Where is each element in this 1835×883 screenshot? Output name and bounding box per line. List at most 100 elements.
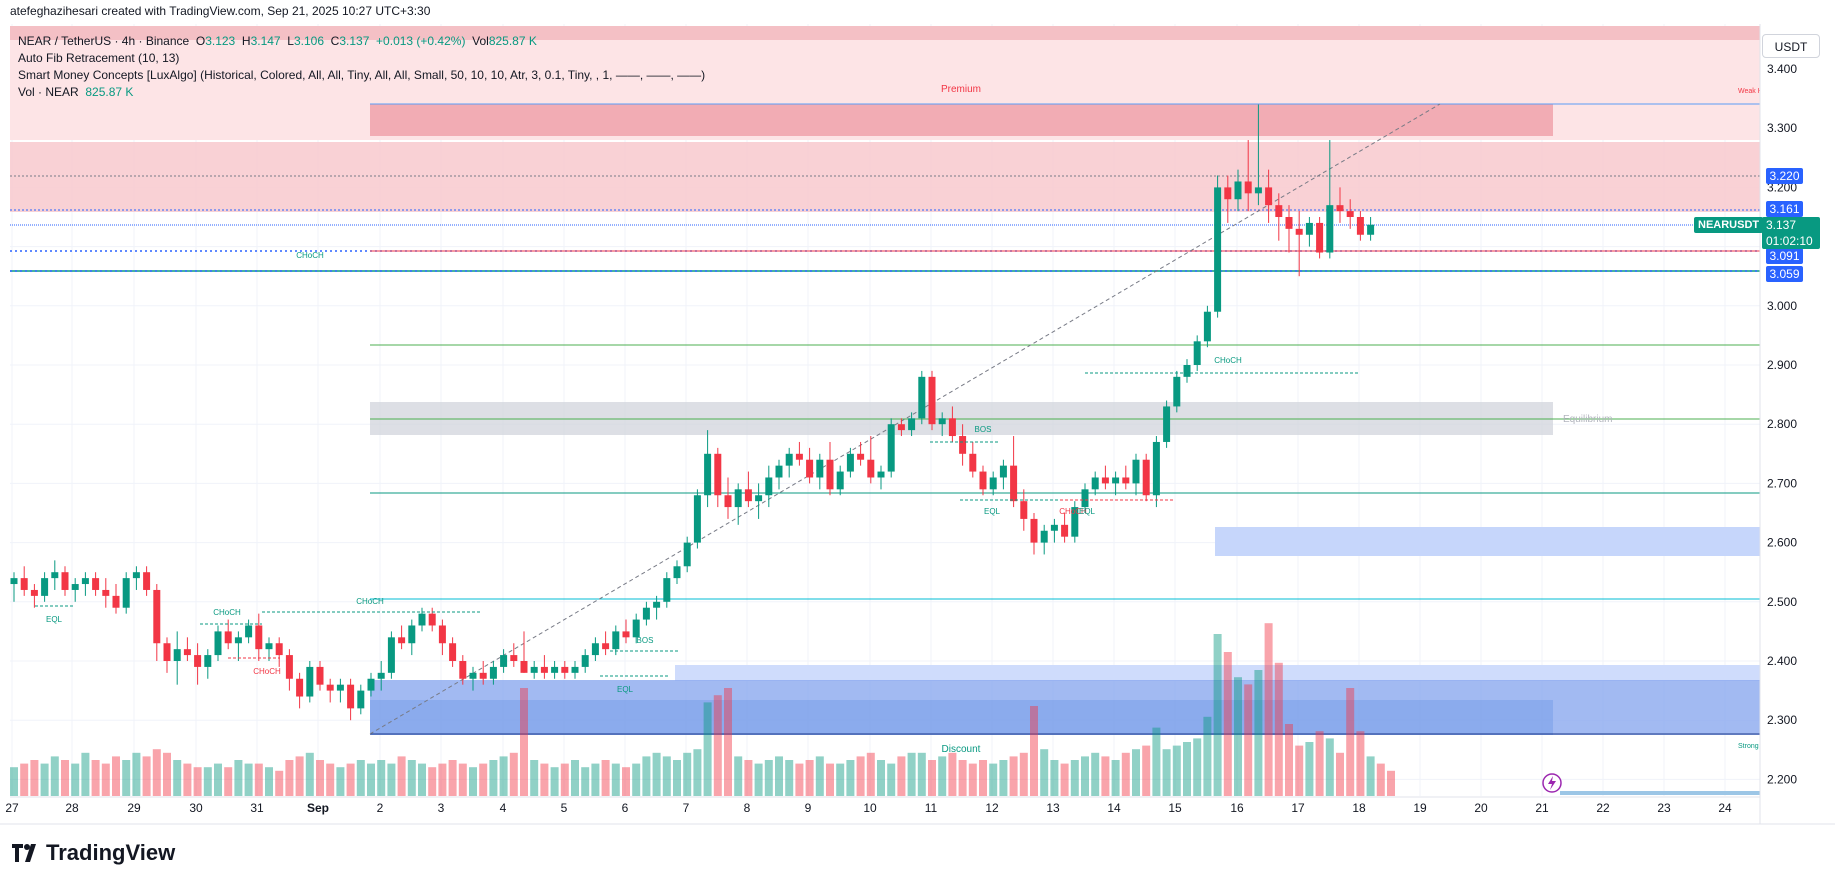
volume-bar (938, 756, 947, 796)
volume-bar (948, 752, 957, 796)
legend-indicator-vol[interactable]: Vol · NEAR 825.87 K (18, 85, 133, 99)
lightning-icon (1548, 776, 1556, 790)
price-tick-label: 2.400 (1767, 654, 1797, 668)
volume-bar (81, 752, 90, 796)
candle-body (1367, 224, 1375, 235)
volume-bar (1019, 752, 1028, 796)
candle-body (347, 684, 355, 709)
candle-body (816, 459, 824, 478)
volume-bar (1203, 716, 1212, 796)
volume-bar (142, 756, 151, 796)
time-tick-label: 4 (500, 801, 507, 815)
legend-ohlc-row[interactable]: NEAR / TetherUS · 4h · Binance O3.123 H3… (18, 34, 537, 48)
tradingview-logo[interactable]: TradingView (12, 840, 175, 866)
volume-bar (1091, 752, 1100, 796)
volume-bar (305, 752, 314, 796)
volume-bar (591, 763, 600, 796)
volume-bar (50, 756, 59, 796)
candle-body (520, 661, 528, 673)
legend-symbol[interactable]: NEAR / TetherUS · 4h · Binance (18, 34, 190, 48)
candle-body (163, 643, 171, 661)
candle-body (1152, 441, 1160, 496)
volume-bar (1356, 731, 1365, 796)
candle-body (561, 666, 569, 673)
tradingview-logo-icon (12, 844, 36, 862)
volume-bar (1040, 749, 1049, 796)
premium-ob-mid (10, 142, 1760, 212)
last-price-value: 3.137 (1766, 218, 1797, 232)
candle-body (836, 471, 844, 490)
candle-body (591, 643, 599, 656)
volume-bar (122, 760, 131, 796)
volume-bar (1346, 688, 1355, 796)
time-tick-label: 29 (127, 801, 141, 815)
candle-body (296, 678, 304, 697)
time-tick-label: 23 (1657, 801, 1671, 815)
volume-bar (203, 767, 212, 796)
volume-bar (775, 756, 783, 796)
volume-bar (499, 756, 508, 796)
candle-body (1356, 217, 1364, 235)
volume-bar (642, 756, 651, 796)
volume-bar (560, 763, 569, 796)
structure-label: CHoCH (1059, 507, 1087, 516)
candle-body (489, 666, 497, 679)
candle-body (214, 631, 222, 656)
volume-bar (897, 756, 906, 796)
volume-bar (958, 760, 967, 796)
volume-bar (530, 760, 539, 796)
candle-body (153, 589, 161, 644)
volume-bars (10, 623, 1395, 796)
candle-body (357, 690, 365, 709)
candle-body (479, 672, 487, 679)
candle-body (571, 666, 579, 673)
time-tick-label: 3 (438, 801, 445, 815)
volume-bar (479, 763, 488, 796)
volume-bar (71, 763, 80, 796)
price-tick-label: 2.500 (1767, 595, 1797, 609)
candle-body (469, 672, 477, 679)
volume-bar (1387, 770, 1395, 796)
brand-name: TradingView (46, 840, 176, 865)
volume-bar (224, 767, 233, 796)
candle-body (1254, 187, 1262, 194)
candle-body (438, 625, 446, 644)
volume-bar (244, 763, 253, 796)
strong-low-zone (1560, 791, 1760, 795)
volume-bar (877, 760, 885, 796)
candle-body (877, 471, 885, 478)
candle-body (1071, 507, 1079, 537)
candle-body (1081, 489, 1089, 508)
time-tick-label: 14 (1107, 801, 1121, 815)
candle-body (795, 453, 803, 460)
price-axis-bg (1760, 24, 1835, 824)
candle-body (510, 655, 518, 661)
candle-body (1163, 406, 1171, 442)
legend-indicator-smc[interactable]: Smart Money Concepts [LuxAlgo] (Historic… (18, 68, 706, 82)
volume-bar (1070, 760, 1079, 796)
candle-body (887, 424, 895, 472)
volume-bar (805, 760, 814, 796)
currency-selector[interactable]: USDT (1762, 34, 1820, 58)
candle-body (1295, 228, 1303, 235)
structure-marks: CHoCH CHoCH CHoCH CHoCH CHoCH BOS BOS EQL EQL EQL… (35, 251, 1360, 694)
candle-body (1305, 222, 1313, 235)
volume-bar (734, 756, 743, 796)
volume-bar (693, 749, 702, 796)
volume-bar (1172, 745, 1181, 796)
volume-bar (887, 763, 896, 796)
volume-bar (1315, 731, 1324, 796)
time-tick-label: Sep (307, 801, 329, 815)
legend-indicator-fib[interactable]: Auto Fib Retracement (10, 13) (18, 51, 180, 65)
candle-body (336, 684, 344, 691)
discount-ob-inner (370, 700, 1553, 735)
volume-bar (968, 763, 977, 796)
volume-bar (632, 763, 641, 796)
structure-label: BOS (637, 636, 654, 645)
price-tick-label: 2.800 (1767, 417, 1797, 431)
candle-body (724, 495, 732, 508)
volume-bar (1213, 634, 1222, 796)
candle-body (194, 655, 202, 667)
volume-bar (336, 767, 345, 796)
